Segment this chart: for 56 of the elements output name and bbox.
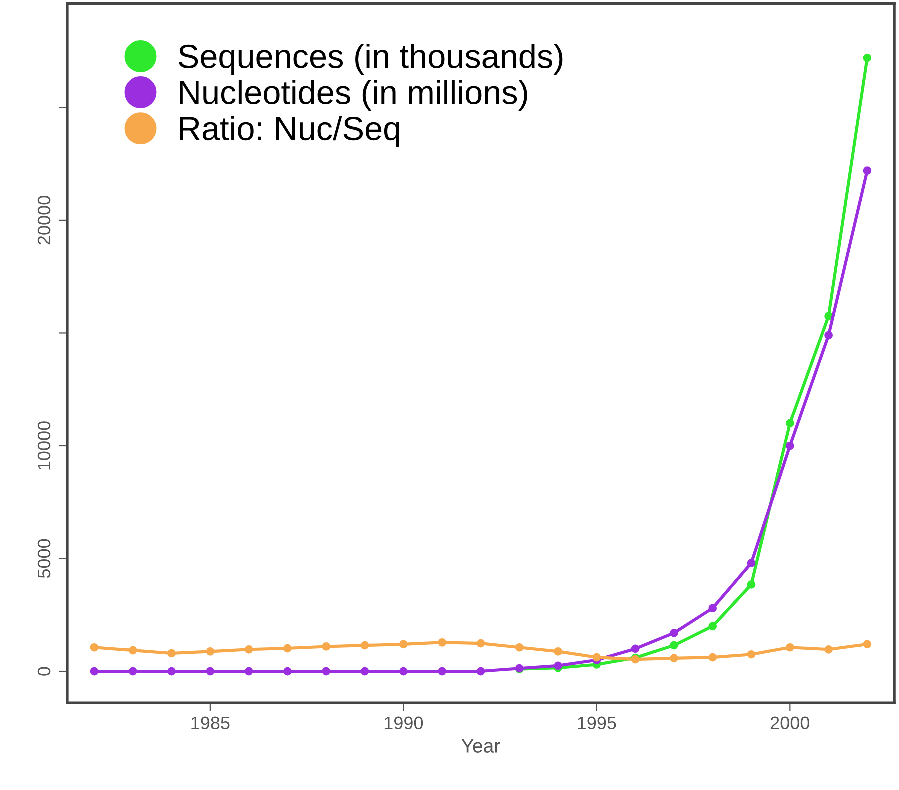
point xyxy=(631,644,640,654)
point xyxy=(322,642,331,651)
point xyxy=(747,559,756,568)
point xyxy=(863,166,872,176)
point xyxy=(244,645,254,654)
legend-label: Nucleotides (in millions) xyxy=(180,80,528,112)
x-tick-label: 1985 xyxy=(192,716,230,730)
point xyxy=(322,667,331,676)
point xyxy=(90,667,99,676)
point xyxy=(747,650,756,659)
point xyxy=(284,644,292,653)
point xyxy=(670,641,678,650)
point xyxy=(244,667,254,676)
point xyxy=(476,639,486,648)
point xyxy=(786,419,794,428)
point xyxy=(438,638,446,647)
point xyxy=(863,54,872,62)
x-tick-label: 1995 xyxy=(578,716,616,730)
point xyxy=(824,331,833,340)
point xyxy=(128,667,138,676)
point xyxy=(670,629,678,638)
legend-label: Sequences (in thousands) xyxy=(178,44,563,76)
point xyxy=(360,667,370,676)
point xyxy=(360,641,370,650)
x-axis-title: Year xyxy=(462,739,500,753)
point xyxy=(168,667,176,676)
x-tick-label: 2000 xyxy=(770,716,810,730)
point xyxy=(438,667,446,676)
point xyxy=(554,648,562,656)
point xyxy=(708,604,718,613)
y-tick-label: 5000 xyxy=(38,539,51,578)
point xyxy=(670,654,678,663)
point xyxy=(515,643,524,652)
point xyxy=(708,622,718,631)
point xyxy=(863,640,872,649)
point xyxy=(708,653,718,662)
y-tick-label: 10000 xyxy=(38,422,51,470)
point xyxy=(206,667,215,676)
point xyxy=(592,653,602,662)
y-tick-label: 0 xyxy=(38,667,51,676)
legend-label: Ratio: Nuc/Seq xyxy=(180,116,400,148)
y-tick-label: 20000 xyxy=(38,196,51,245)
point xyxy=(284,667,292,676)
point xyxy=(400,640,408,649)
point xyxy=(824,645,833,654)
point xyxy=(476,667,486,676)
point xyxy=(128,646,138,655)
x-tick-label: 1990 xyxy=(384,716,424,730)
point xyxy=(786,643,794,652)
point xyxy=(786,442,794,450)
point xyxy=(824,312,833,320)
point xyxy=(168,649,176,658)
point xyxy=(90,643,99,652)
point xyxy=(400,667,408,676)
point xyxy=(747,580,756,589)
point xyxy=(206,648,215,656)
